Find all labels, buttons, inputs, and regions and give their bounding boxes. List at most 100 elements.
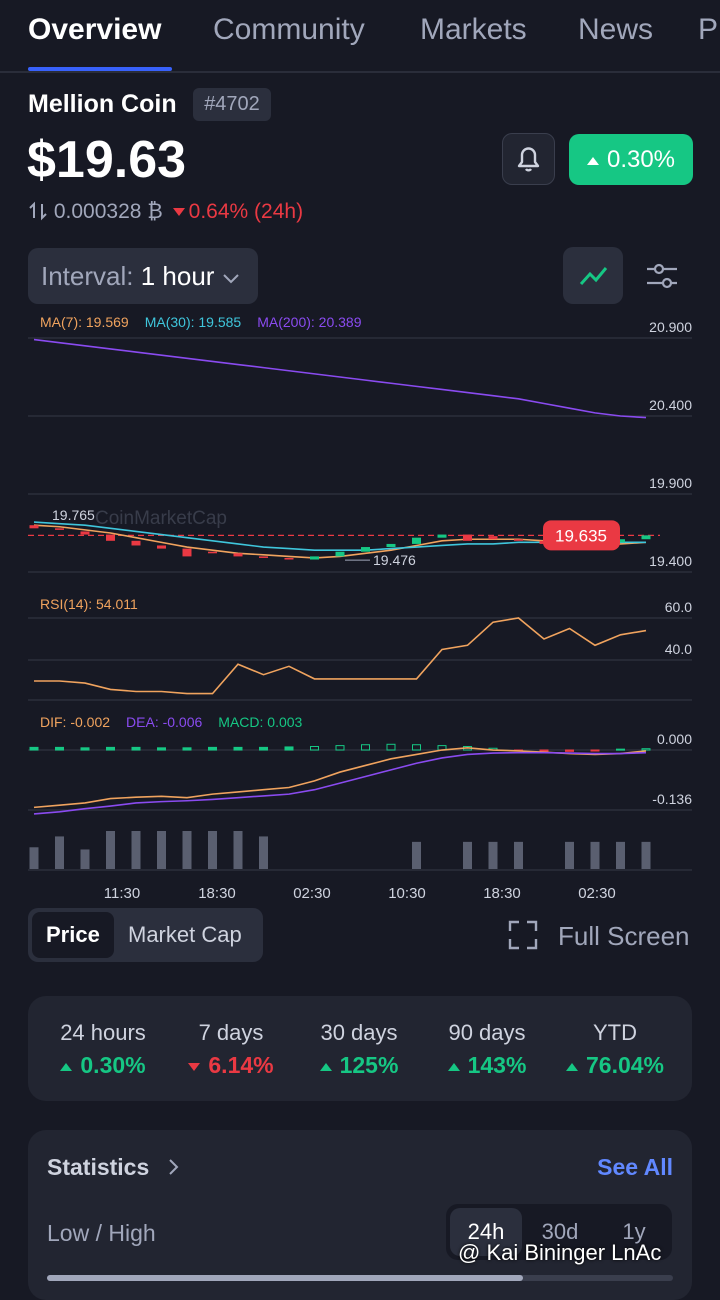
line-chart-toggle[interactable] — [563, 247, 623, 304]
macd-legend: DIF: -0.002 — [40, 714, 110, 730]
range-tab[interactable]: 30d — [541, 1219, 579, 1244]
period-label: 90 days — [448, 1020, 526, 1045]
macd-bar — [157, 747, 166, 751]
volume-bar — [55, 836, 64, 869]
volume-bar — [641, 841, 651, 869]
period-change: 125% — [295, 1052, 423, 1079]
volume-bar — [157, 831, 166, 869]
macd-bar — [641, 748, 651, 751]
period-change: 6.14% — [167, 1052, 295, 1079]
btc-change: 0.64% (24h) — [188, 200, 304, 223]
see-all[interactable]: See All — [597, 1154, 673, 1180]
macd-bar — [616, 748, 625, 751]
alert-button[interactable] — [502, 133, 555, 185]
tab-bar: Overview Community Markets News P — [0, 0, 720, 73]
tab[interactable]: News — [578, 13, 654, 46]
expand-icon — [508, 920, 538, 950]
macd-bar — [80, 747, 90, 751]
y-tick-label: 60.0 — [665, 599, 692, 615]
tab[interactable]: Markets — [420, 13, 527, 46]
tab[interactable]: Community — [213, 13, 365, 46]
x-tick-label: 11:30 — [104, 885, 140, 902]
candle — [361, 547, 370, 552]
candle — [233, 553, 243, 557]
y-tick-label: 20.900 — [649, 319, 692, 335]
volume-bar — [463, 841, 472, 869]
rsi-legend: RSI(14): 54.011 — [40, 596, 138, 612]
interval-label: Interval: — [41, 261, 134, 291]
chart-tab[interactable]: Price — [32, 912, 114, 958]
candle — [641, 535, 651, 540]
interval-select[interactable]: Interval: 1 hour — [28, 248, 258, 304]
macd-legend: MACD: 0.003 — [218, 714, 302, 730]
btc-arrow — [172, 208, 185, 217]
macd-bar — [182, 747, 192, 751]
dea-line — [33, 751, 647, 815]
period-label: 24 hours — [60, 1020, 146, 1045]
btc-row: 0.000328 ₿ 0.64% (24h) — [28, 200, 303, 224]
candle — [514, 539, 523, 541]
full-screen-button[interactable]: Full Screen — [508, 920, 690, 952]
btc-price: 0.000328 ₿ — [53, 200, 163, 223]
change-arrow — [565, 1062, 578, 1071]
x-tick-label: 10:30 — [388, 885, 426, 902]
period-label: 30 days — [320, 1020, 398, 1045]
x-tick-label: 02:30 — [578, 885, 616, 902]
period-label: 7 days — [198, 1020, 264, 1045]
chart: 20.900 20.400 19.900 19.400 60.0 40.0 0.000 -0.… — [28, 314, 692, 902]
tab[interactable]: Overview — [28, 13, 162, 46]
line-icon — [579, 267, 608, 286]
period-change: 76.04% — [551, 1052, 679, 1079]
range-tab[interactable]: 24h — [450, 1208, 522, 1256]
ma-legend: MA(200): 20.389 — [257, 314, 361, 330]
macd-bar — [386, 743, 396, 751]
change-value: 125% — [339, 1052, 399, 1078]
candle — [55, 528, 64, 530]
macd-bar — [284, 746, 294, 751]
full-screen-text: Full Screen — [558, 921, 690, 951]
ma-legend: MA(30): 19.585 — [145, 314, 242, 330]
candle — [182, 548, 192, 557]
settings-button[interactable] — [643, 257, 681, 295]
volume-bar — [565, 841, 574, 869]
y-tick-label: 19.900 — [649, 475, 692, 491]
swap-icon — [29, 201, 47, 221]
change-arrow — [586, 156, 599, 165]
watermark: @ Kai Bininger LnAc — [458, 1240, 662, 1265]
volume-bar — [488, 841, 498, 869]
dif-line — [33, 747, 647, 809]
volume-bar — [412, 841, 421, 869]
candle — [412, 537, 421, 544]
range-tab[interactable]: 1y — [622, 1219, 646, 1244]
candle — [437, 534, 447, 538]
y-tick-label: -0.136 — [652, 791, 692, 807]
candle — [284, 557, 294, 560]
candle — [131, 540, 141, 546]
macd-bar — [55, 746, 64, 751]
macd-bar — [412, 744, 421, 751]
chevron — [222, 274, 239, 284]
volume-bar — [514, 841, 523, 869]
statistics-title[interactable]: Statistics — [47, 1154, 184, 1181]
volume-bar — [259, 836, 268, 869]
range-tabs: 24h 30d 1y — [446, 1204, 672, 1260]
candle — [616, 539, 625, 543]
low-high-label: Low / High — [47, 1220, 156, 1246]
volume-bar — [29, 847, 39, 869]
chart-tab[interactable]: Market Cap — [128, 922, 242, 947]
candle — [386, 543, 396, 548]
change-badge: 0.30% — [569, 134, 693, 185]
volume-bar — [182, 831, 192, 869]
macd-bar — [565, 749, 574, 752]
tab[interactable]: P — [698, 13, 719, 46]
coin-name: Mellion Coin — [28, 90, 177, 118]
x-tick-label: 02:30 — [293, 885, 331, 902]
macd-bar — [335, 745, 345, 751]
volume-bar — [106, 831, 115, 869]
candle — [208, 551, 217, 554]
volume-bar — [233, 831, 243, 869]
macd-bar — [539, 749, 549, 752]
y-tick-label: 40.0 — [665, 641, 692, 657]
chart-watermark: CoinMarketCap — [95, 508, 227, 529]
